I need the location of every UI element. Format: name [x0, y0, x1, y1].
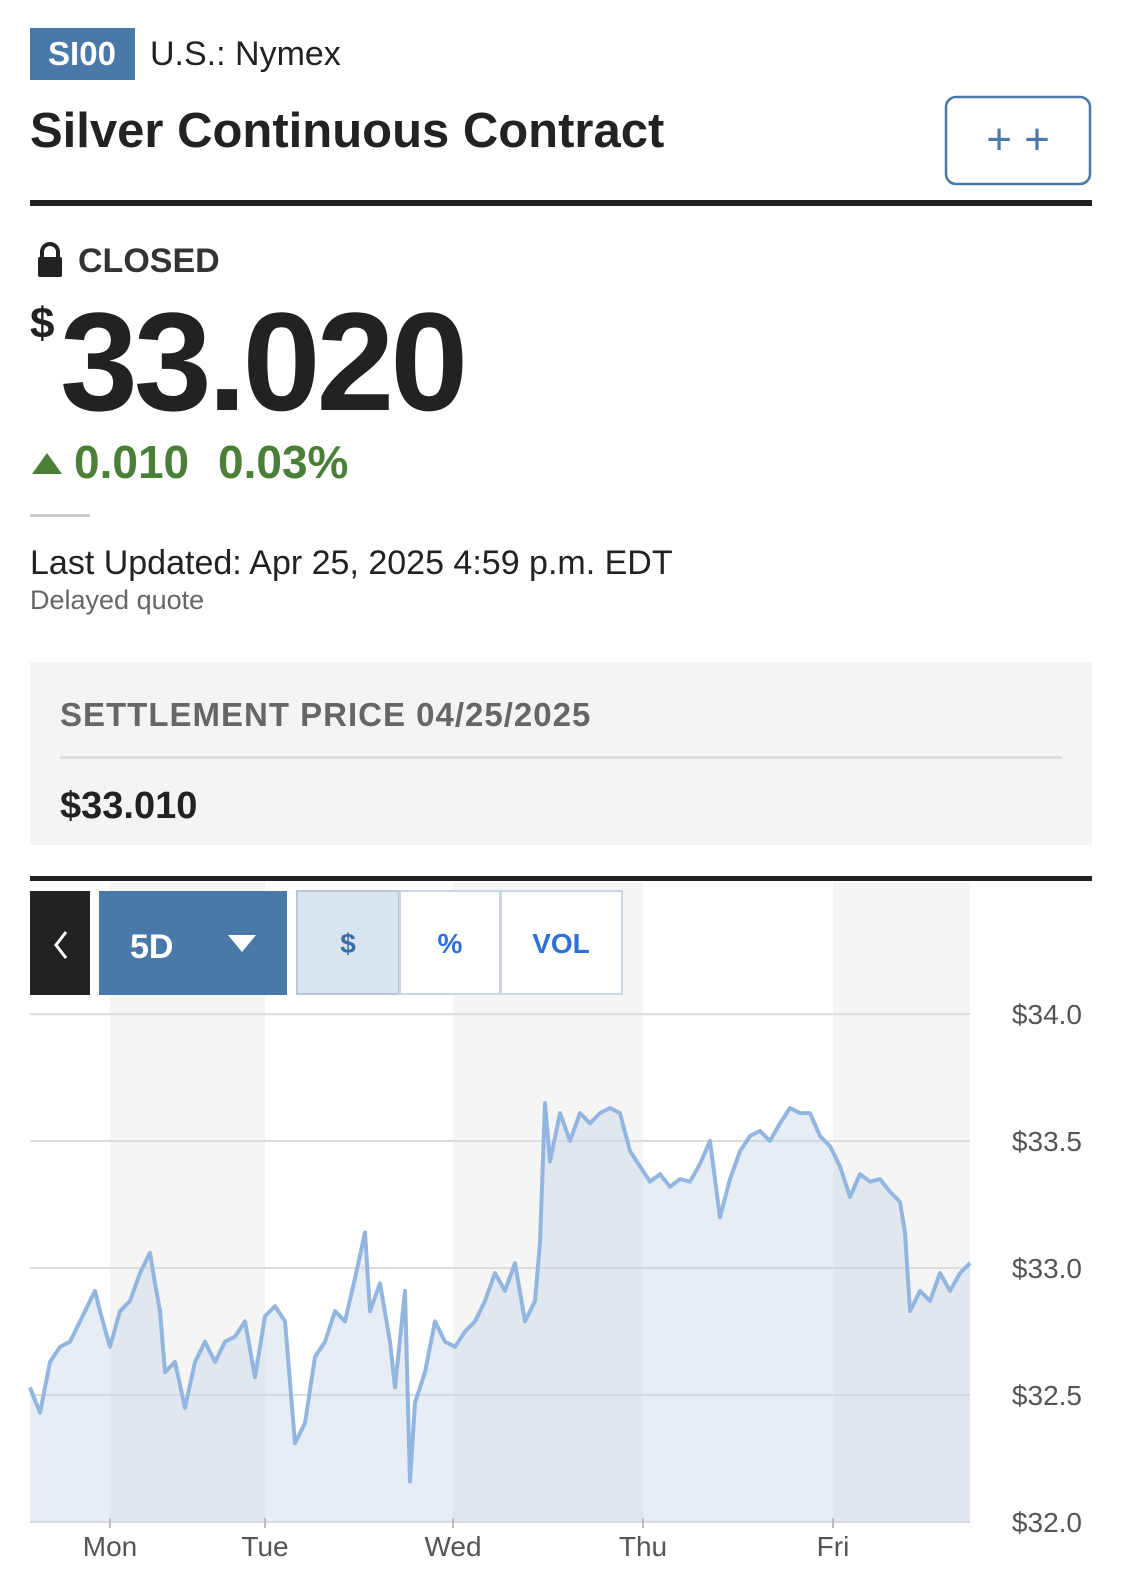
divider [30, 200, 1092, 206]
y-tick-label: $33.0 [1012, 1253, 1082, 1284]
back-chevron[interactable] [54, 931, 68, 959]
lock-icon [38, 242, 62, 277]
exchange: U.S.: Nymex [150, 35, 341, 73]
chart-divider [30, 876, 1092, 881]
x-tick-label: Mon [83, 1531, 137, 1562]
settlement-box [30, 662, 1092, 845]
y-tick-label: $34.0 [1012, 999, 1082, 1030]
mode-button[interactable] [296, 890, 400, 995]
watchlist-label[interactable]: + + [986, 115, 1050, 164]
area [30, 1103, 970, 1522]
symbol: SI00 [48, 35, 116, 72]
x-tick-label: Fri [817, 1531, 850, 1562]
settlement-price: $33.010 [60, 785, 197, 827]
range-caret[interactable] [228, 935, 256, 952]
watchlist-button[interactable] [944, 95, 1092, 186]
up-arrow [32, 453, 62, 474]
range-label[interactable]: 5D [130, 928, 173, 966]
lock-body [38, 257, 62, 277]
mode-button[interactable] [500, 890, 623, 995]
symbol-badge [30, 28, 135, 80]
y-tick-label: $33.5 [1012, 1126, 1082, 1157]
price-line [28, 1101, 972, 1484]
price: 33.020 [60, 283, 464, 440]
settlement-label: SETTLEMENT PRICE 04/25/2025 [60, 696, 591, 733]
x-tick-label: Tue [241, 1531, 288, 1562]
y-tick-label: $32.0 [1012, 1507, 1082, 1538]
last-updated: Last Updated: Apr 25, 2025 4:59 p.m. EDT [30, 544, 673, 582]
back-button[interactable] [30, 891, 90, 995]
range-button[interactable] [99, 891, 287, 995]
short-rule [30, 514, 90, 517]
lock-shackle [40, 242, 60, 258]
status: CLOSED [78, 242, 220, 280]
mode-label[interactable]: % [438, 928, 463, 959]
y-tick-label: $32.5 [1012, 1380, 1082, 1411]
settlement-rule [60, 756, 1062, 759]
x-tick-label: Wed [424, 1531, 481, 1562]
mode-label[interactable]: $ [340, 928, 356, 959]
delayed-note: Delayed quote [30, 585, 204, 615]
currency: $ [30, 299, 54, 348]
x-tick-label: Thu [619, 1531, 667, 1562]
title: Silver Continuous Contract [30, 104, 664, 158]
mode-label[interactable]: VOL [532, 928, 590, 959]
change: 0.010 [74, 436, 189, 488]
change-percent: 0.03% [218, 436, 348, 488]
